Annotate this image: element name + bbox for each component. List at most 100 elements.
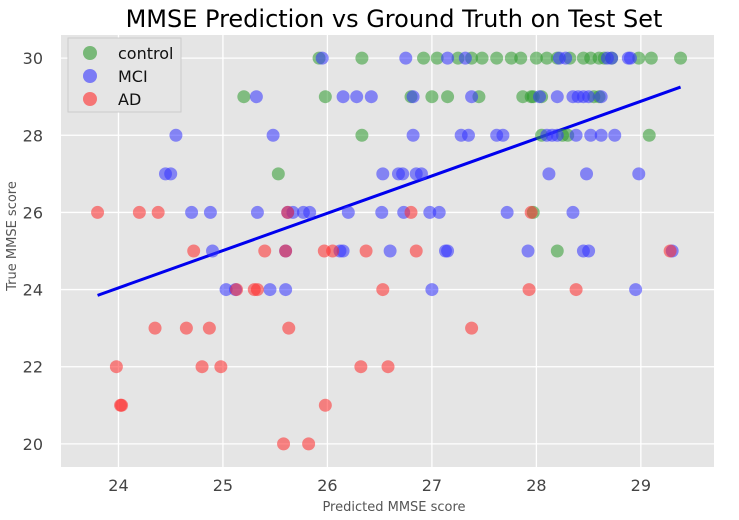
point-mci <box>550 90 564 104</box>
point-ad <box>282 321 296 335</box>
point-ad <box>258 244 272 258</box>
point-mci <box>423 205 437 219</box>
point-mci <box>605 51 619 65</box>
point-ad <box>187 244 201 258</box>
fit-line <box>97 85 682 297</box>
point-control <box>576 51 590 65</box>
point-mci <box>350 90 364 104</box>
point-mci <box>266 128 280 142</box>
fit-line-layer <box>97 85 682 297</box>
point-ad <box>318 398 332 412</box>
point-mci <box>185 205 199 219</box>
point-ad <box>381 360 395 374</box>
point-mci <box>533 90 547 104</box>
point-control <box>529 51 543 65</box>
point-control <box>430 51 444 65</box>
point-mci <box>521 244 535 258</box>
point-mci <box>550 128 564 142</box>
chart-title: MMSE Prediction vs Ground Truth on Test … <box>126 5 663 33</box>
point-mci <box>169 128 183 142</box>
y-axis-ticks: 20 22 24 26 28 30 <box>23 49 43 454</box>
point-mci <box>263 283 277 297</box>
point-mci <box>608 128 622 142</box>
point-mci <box>441 51 455 65</box>
point-ad <box>148 321 162 335</box>
y-tick-label: 24 <box>23 281 43 300</box>
point-mci <box>336 90 350 104</box>
y-tick-label: 26 <box>23 203 43 222</box>
point-control <box>490 51 504 65</box>
point-control <box>514 51 528 65</box>
point-ad <box>214 360 228 374</box>
point-mci <box>465 90 479 104</box>
point-control <box>417 51 431 65</box>
point-mci <box>375 205 389 219</box>
point-control <box>237 90 251 104</box>
point-mci <box>623 51 637 65</box>
point-control <box>504 51 518 65</box>
legend-label-ad: AD <box>118 90 141 109</box>
point-mci <box>461 128 475 142</box>
point-ad <box>569 283 583 297</box>
point-mci <box>364 90 378 104</box>
legend-label-mci: MCI <box>118 67 148 86</box>
point-ad <box>250 283 264 297</box>
point-ad <box>230 283 244 297</box>
point-mci <box>559 51 573 65</box>
point-mci <box>569 128 583 142</box>
point-mci <box>432 205 446 219</box>
point-ad <box>151 205 165 219</box>
data-points <box>91 51 688 451</box>
point-mci <box>164 167 178 181</box>
point-mci <box>584 128 598 142</box>
point-mci <box>406 128 420 142</box>
point-mci <box>582 90 596 104</box>
x-tick-label: 29 <box>631 476 651 495</box>
point-ad <box>281 205 295 219</box>
point-ad <box>195 360 209 374</box>
point-ad <box>404 205 418 219</box>
point-mci <box>396 167 410 181</box>
point-control <box>475 51 489 65</box>
point-mci <box>582 244 596 258</box>
point-ad <box>132 205 146 219</box>
point-mci <box>279 283 293 297</box>
point-ad <box>109 360 123 374</box>
point-ad <box>326 244 340 258</box>
point-ad <box>277 437 291 451</box>
point-mci <box>336 244 350 258</box>
point-mci <box>458 51 472 65</box>
point-mci <box>425 283 439 297</box>
x-tick-label: 24 <box>108 476 128 495</box>
x-axis-ticks: 24 25 26 27 28 29 <box>108 476 651 495</box>
point-control <box>540 51 554 65</box>
legend-marker-control <box>83 46 97 60</box>
point-mci <box>341 205 355 219</box>
point-mci <box>500 205 514 219</box>
point-mci <box>303 205 317 219</box>
point-mci <box>414 167 428 181</box>
point-mci <box>580 167 594 181</box>
y-tick-label: 28 <box>23 126 43 145</box>
point-control <box>642 128 656 142</box>
point-ad <box>202 321 216 335</box>
point-ad <box>376 283 390 297</box>
x-tick-label: 28 <box>526 476 546 495</box>
point-control <box>425 90 439 104</box>
x-axis-label: Predicted MMSE score <box>322 500 465 515</box>
point-ad <box>279 244 293 258</box>
legend-marker-mci <box>83 69 97 83</box>
point-mci <box>594 90 608 104</box>
point-control <box>644 51 658 65</box>
point-ad <box>663 244 677 258</box>
point-mci <box>542 167 556 181</box>
x-tick-label: 25 <box>213 476 233 495</box>
point-control <box>674 51 688 65</box>
point-mci <box>441 244 455 258</box>
point-control <box>355 51 369 65</box>
point-mci <box>219 283 233 297</box>
legend-marker-ad <box>83 92 97 106</box>
y-axis-label: True MMSE score <box>5 181 20 292</box>
point-control <box>271 167 285 181</box>
